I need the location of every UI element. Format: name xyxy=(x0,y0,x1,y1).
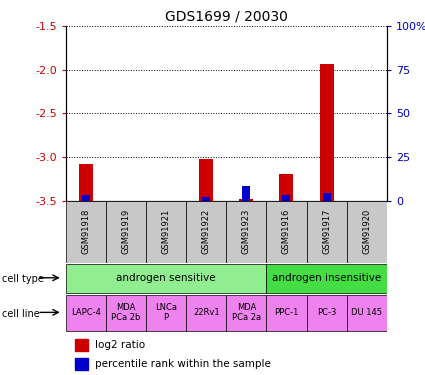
Bar xyxy=(306,295,347,331)
Text: MDA
PCa 2b: MDA PCa 2b xyxy=(111,303,141,322)
Bar xyxy=(106,295,146,331)
Bar xyxy=(323,193,331,201)
Bar xyxy=(186,295,226,331)
Text: PC-3: PC-3 xyxy=(317,308,336,317)
Bar xyxy=(280,174,294,201)
Bar xyxy=(226,201,266,262)
Bar xyxy=(347,295,387,331)
Text: GSM91918: GSM91918 xyxy=(82,209,91,254)
Bar xyxy=(266,264,387,293)
Bar xyxy=(283,195,291,201)
Bar xyxy=(202,197,210,201)
Bar xyxy=(75,358,88,370)
Text: GSM91923: GSM91923 xyxy=(242,209,251,254)
Bar xyxy=(347,201,387,262)
Bar xyxy=(186,201,226,262)
Bar xyxy=(146,201,186,262)
Bar xyxy=(199,159,213,201)
Bar xyxy=(66,201,106,262)
Bar xyxy=(226,295,266,331)
Text: DU 145: DU 145 xyxy=(351,308,382,317)
Text: GSM91917: GSM91917 xyxy=(322,209,331,254)
Bar xyxy=(66,295,106,331)
Bar xyxy=(146,295,186,331)
Bar xyxy=(82,195,90,201)
Text: GSM91919: GSM91919 xyxy=(122,209,130,254)
Text: GSM91922: GSM91922 xyxy=(202,209,211,254)
Bar xyxy=(242,186,250,201)
Text: GSM91921: GSM91921 xyxy=(162,209,171,254)
Text: androgen insensitive: androgen insensitive xyxy=(272,273,381,283)
Bar xyxy=(266,201,306,262)
Bar xyxy=(266,295,306,331)
Bar xyxy=(79,164,93,201)
Text: GSM91916: GSM91916 xyxy=(282,209,291,254)
Text: androgen sensitive: androgen sensitive xyxy=(116,273,216,283)
Bar xyxy=(106,201,146,262)
Bar xyxy=(306,201,347,262)
Bar xyxy=(66,264,266,293)
Bar xyxy=(320,64,334,201)
Text: log2 ratio: log2 ratio xyxy=(95,340,145,350)
Bar xyxy=(239,199,253,201)
Text: PPC-1: PPC-1 xyxy=(274,308,299,317)
Text: GSM91920: GSM91920 xyxy=(362,209,371,254)
Text: percentile rank within the sample: percentile rank within the sample xyxy=(95,359,271,369)
Title: GDS1699 / 20030: GDS1699 / 20030 xyxy=(165,10,288,24)
Text: 22Rv1: 22Rv1 xyxy=(193,308,220,317)
Text: LAPC-4: LAPC-4 xyxy=(71,308,101,317)
Bar xyxy=(75,339,88,351)
Text: MDA
PCa 2a: MDA PCa 2a xyxy=(232,303,261,322)
Text: LNCa
P: LNCa P xyxy=(155,303,177,322)
Text: cell line: cell line xyxy=(2,309,40,319)
Text: cell type: cell type xyxy=(2,274,44,284)
